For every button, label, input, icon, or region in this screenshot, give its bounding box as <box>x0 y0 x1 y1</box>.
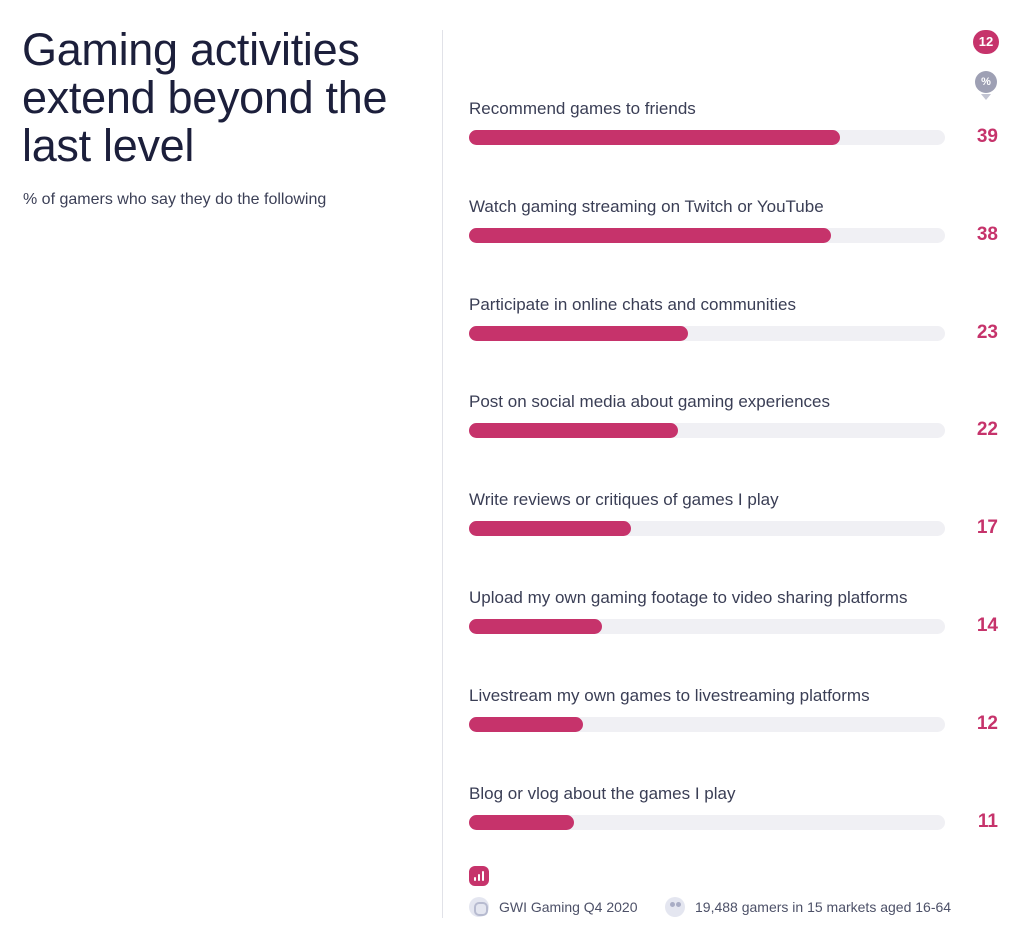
bar-row: Write reviews or critiques of games I pl… <box>469 487 1009 547</box>
bar-value-label: 38 <box>976 223 998 245</box>
bar <box>469 814 574 830</box>
sample-text: 19,488 gamers in 15 markets aged 16-64 <box>695 899 952 915</box>
bar-label: Watch gaming streaming on Twitch or YouT… <box>469 196 824 216</box>
source-text: GWI Gaming Q4 2020 <box>499 899 638 915</box>
bar-label: Participate in online chats and communit… <box>469 294 796 314</box>
page-subtitle: % of gamers who say they do the followin… <box>23 191 327 208</box>
bar-row: Blog or vlog about the games I play 11 <box>469 781 1009 841</box>
bar-value-label: 11 <box>977 810 998 832</box>
bar-value-label: 12 <box>976 712 998 734</box>
bar-value-label: 39 <box>976 126 998 147</box>
bar-row: Participate in online chats and communit… <box>469 292 1009 352</box>
bar-chart-icon[interactable] <box>469 866 489 886</box>
bar <box>469 423 679 439</box>
bar <box>469 521 631 537</box>
count-badge: 12 <box>973 30 999 54</box>
bar-value-label: 14 <box>976 615 998 636</box>
bar-row: Recommend games to friends 39 <box>469 96 1009 156</box>
vertical-divider <box>442 30 443 918</box>
bar-value-label: 17 <box>976 517 998 539</box>
bar <box>469 227 831 243</box>
bar-label: Upload my own gaming footage to video sh… <box>469 588 908 607</box>
bar <box>469 716 584 732</box>
page-title: Gaming activities extend beyond the last… <box>22 24 388 171</box>
bar-track <box>469 716 945 732</box>
bar-label: Livestream my own games to livestreaming… <box>469 685 870 705</box>
bar-label: Write reviews or critiques of games I pl… <box>469 490 779 510</box>
bar <box>469 325 688 341</box>
chevron-down-icon <box>981 94 991 100</box>
bar-value-label: 23 <box>976 321 998 343</box>
bar-label: Recommend games to friends <box>469 99 696 118</box>
bar-chart: Recommend games to friends 39 Watch gaming… <box>469 96 1009 856</box>
bar-label: Post on social media about gaming experi… <box>469 392 830 412</box>
bar-row: Watch gaming streaming on Twitch or YouT… <box>469 194 1009 254</box>
bar <box>469 130 841 145</box>
people-icon <box>665 897 685 917</box>
unit-badge[interactable]: % <box>975 71 997 93</box>
bar-row: Livestream my own games to livestreaming… <box>469 683 1009 743</box>
source-icon <box>469 897 489 917</box>
bar-track <box>469 814 945 830</box>
bar <box>469 619 603 634</box>
bar-label: Blog or vlog about the games I play <box>469 783 736 803</box>
bar-value-label: 22 <box>976 419 998 441</box>
bar-row: Upload my own gaming footage to video sh… <box>469 585 1009 645</box>
bar-row: Post on social media about gaming experi… <box>469 389 1009 449</box>
